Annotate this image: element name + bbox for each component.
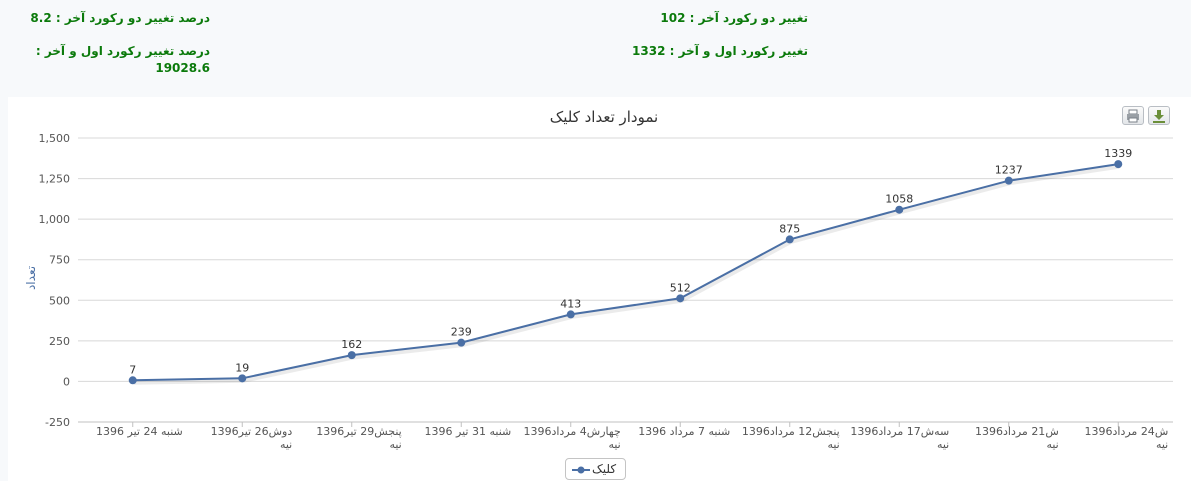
- y-tick-label: 500: [49, 294, 70, 307]
- x-tick-label: نیه: [1156, 438, 1168, 451]
- data-point[interactable]: [457, 338, 466, 347]
- download-button[interactable]: [1148, 106, 1170, 125]
- x-tick-label: نیه: [937, 438, 949, 451]
- x-tick-label: نیه: [827, 438, 839, 451]
- data-label: 239: [451, 326, 472, 339]
- x-tick-label: ش24 مرداد1396: [1085, 425, 1169, 438]
- data-label: 1339: [1104, 147, 1132, 160]
- data-label: 19: [235, 361, 249, 374]
- y-tick-label: 0: [63, 375, 70, 388]
- download-icon: [1153, 110, 1165, 123]
- data-point[interactable]: [347, 351, 356, 360]
- y-tick-label: 1,250: [39, 173, 71, 186]
- data-point[interactable]: [1114, 160, 1123, 169]
- y-tick-label: -250: [45, 416, 70, 429]
- y-tick-label: 1,500: [39, 132, 71, 145]
- data-label: 875: [779, 222, 800, 235]
- x-tick-label: دوش26 تیر1396: [211, 425, 293, 438]
- x-tick-label: شنبه 7 مرداد 1396: [638, 425, 730, 438]
- data-label: 1237: [995, 164, 1023, 177]
- series-line-shadow: [133, 163, 1120, 385]
- legend-item-clicks[interactable]: کلیک: [565, 458, 626, 480]
- data-point[interactable]: [238, 374, 247, 383]
- last-two-records-change-percent: درصد تغییر دو رکورد آخر : 8.2: [30, 11, 210, 25]
- data-point[interactable]: [895, 205, 904, 214]
- x-tick-label: پنجش29 تیر1396: [316, 425, 401, 438]
- x-tick-label: نیه: [389, 438, 401, 451]
- x-tick-label: شنبه 24 تیر 1396: [96, 425, 183, 438]
- x-tick-label: ش21 مرداد1396: [975, 425, 1059, 438]
- x-tick-label: شنبه 31 تیر 1396: [425, 425, 512, 438]
- x-tick-label: سه‌ش17 مرداد1396: [850, 425, 949, 438]
- x-tick-label: نیه: [608, 438, 620, 451]
- first-last-records-change: تغییر رکورد اول و آخر : 1332: [632, 44, 808, 58]
- printer-icon: [1127, 109, 1139, 123]
- click-count-chart: 1,500 1,250 1,000 750 500 250 0 -250 شنبه 24 تی…: [24, 108, 1173, 451]
- data-label: 512: [670, 281, 691, 294]
- data-label: 7: [129, 363, 136, 376]
- y-axis-title: تعداد: [24, 266, 38, 290]
- chart-title: نمودار تعداد کلیک: [550, 108, 658, 126]
- x-tick-label: چهارش4 مرداد1396: [523, 425, 620, 438]
- y-tick-label: 750: [49, 254, 70, 267]
- legend-series-marker: [572, 466, 590, 474]
- legend-label: کلیک: [592, 462, 617, 476]
- chart-panel: 1,500 1,250 1,000 750 500 250 0 -250 شنبه 24 تی…: [8, 97, 1191, 481]
- data-label: 1058: [885, 193, 913, 206]
- data-point[interactable]: [128, 376, 137, 385]
- data-point[interactable]: [676, 294, 685, 303]
- y-tick-label: 1,000: [39, 213, 71, 226]
- x-tick-label: پنجش12 مرداد1396: [742, 425, 840, 438]
- last-two-records-change: تغییر دو رکورد آخر : 102: [660, 11, 808, 25]
- x-tick-label: نیه: [1046, 438, 1058, 451]
- data-label: 413: [560, 297, 581, 310]
- data-label: 162: [341, 338, 362, 351]
- x-tick-label: نیه: [280, 438, 292, 451]
- data-point[interactable]: [785, 235, 794, 244]
- series-line: [132, 163, 1119, 382]
- y-tick-label: 250: [49, 335, 70, 348]
- first-last-records-change-percent: درصد تغییر رکورد اول و آخر : 19028.6: [35, 44, 210, 75]
- print-button[interactable]: [1122, 106, 1144, 125]
- data-point[interactable]: [1004, 176, 1013, 185]
- data-point[interactable]: [566, 310, 575, 319]
